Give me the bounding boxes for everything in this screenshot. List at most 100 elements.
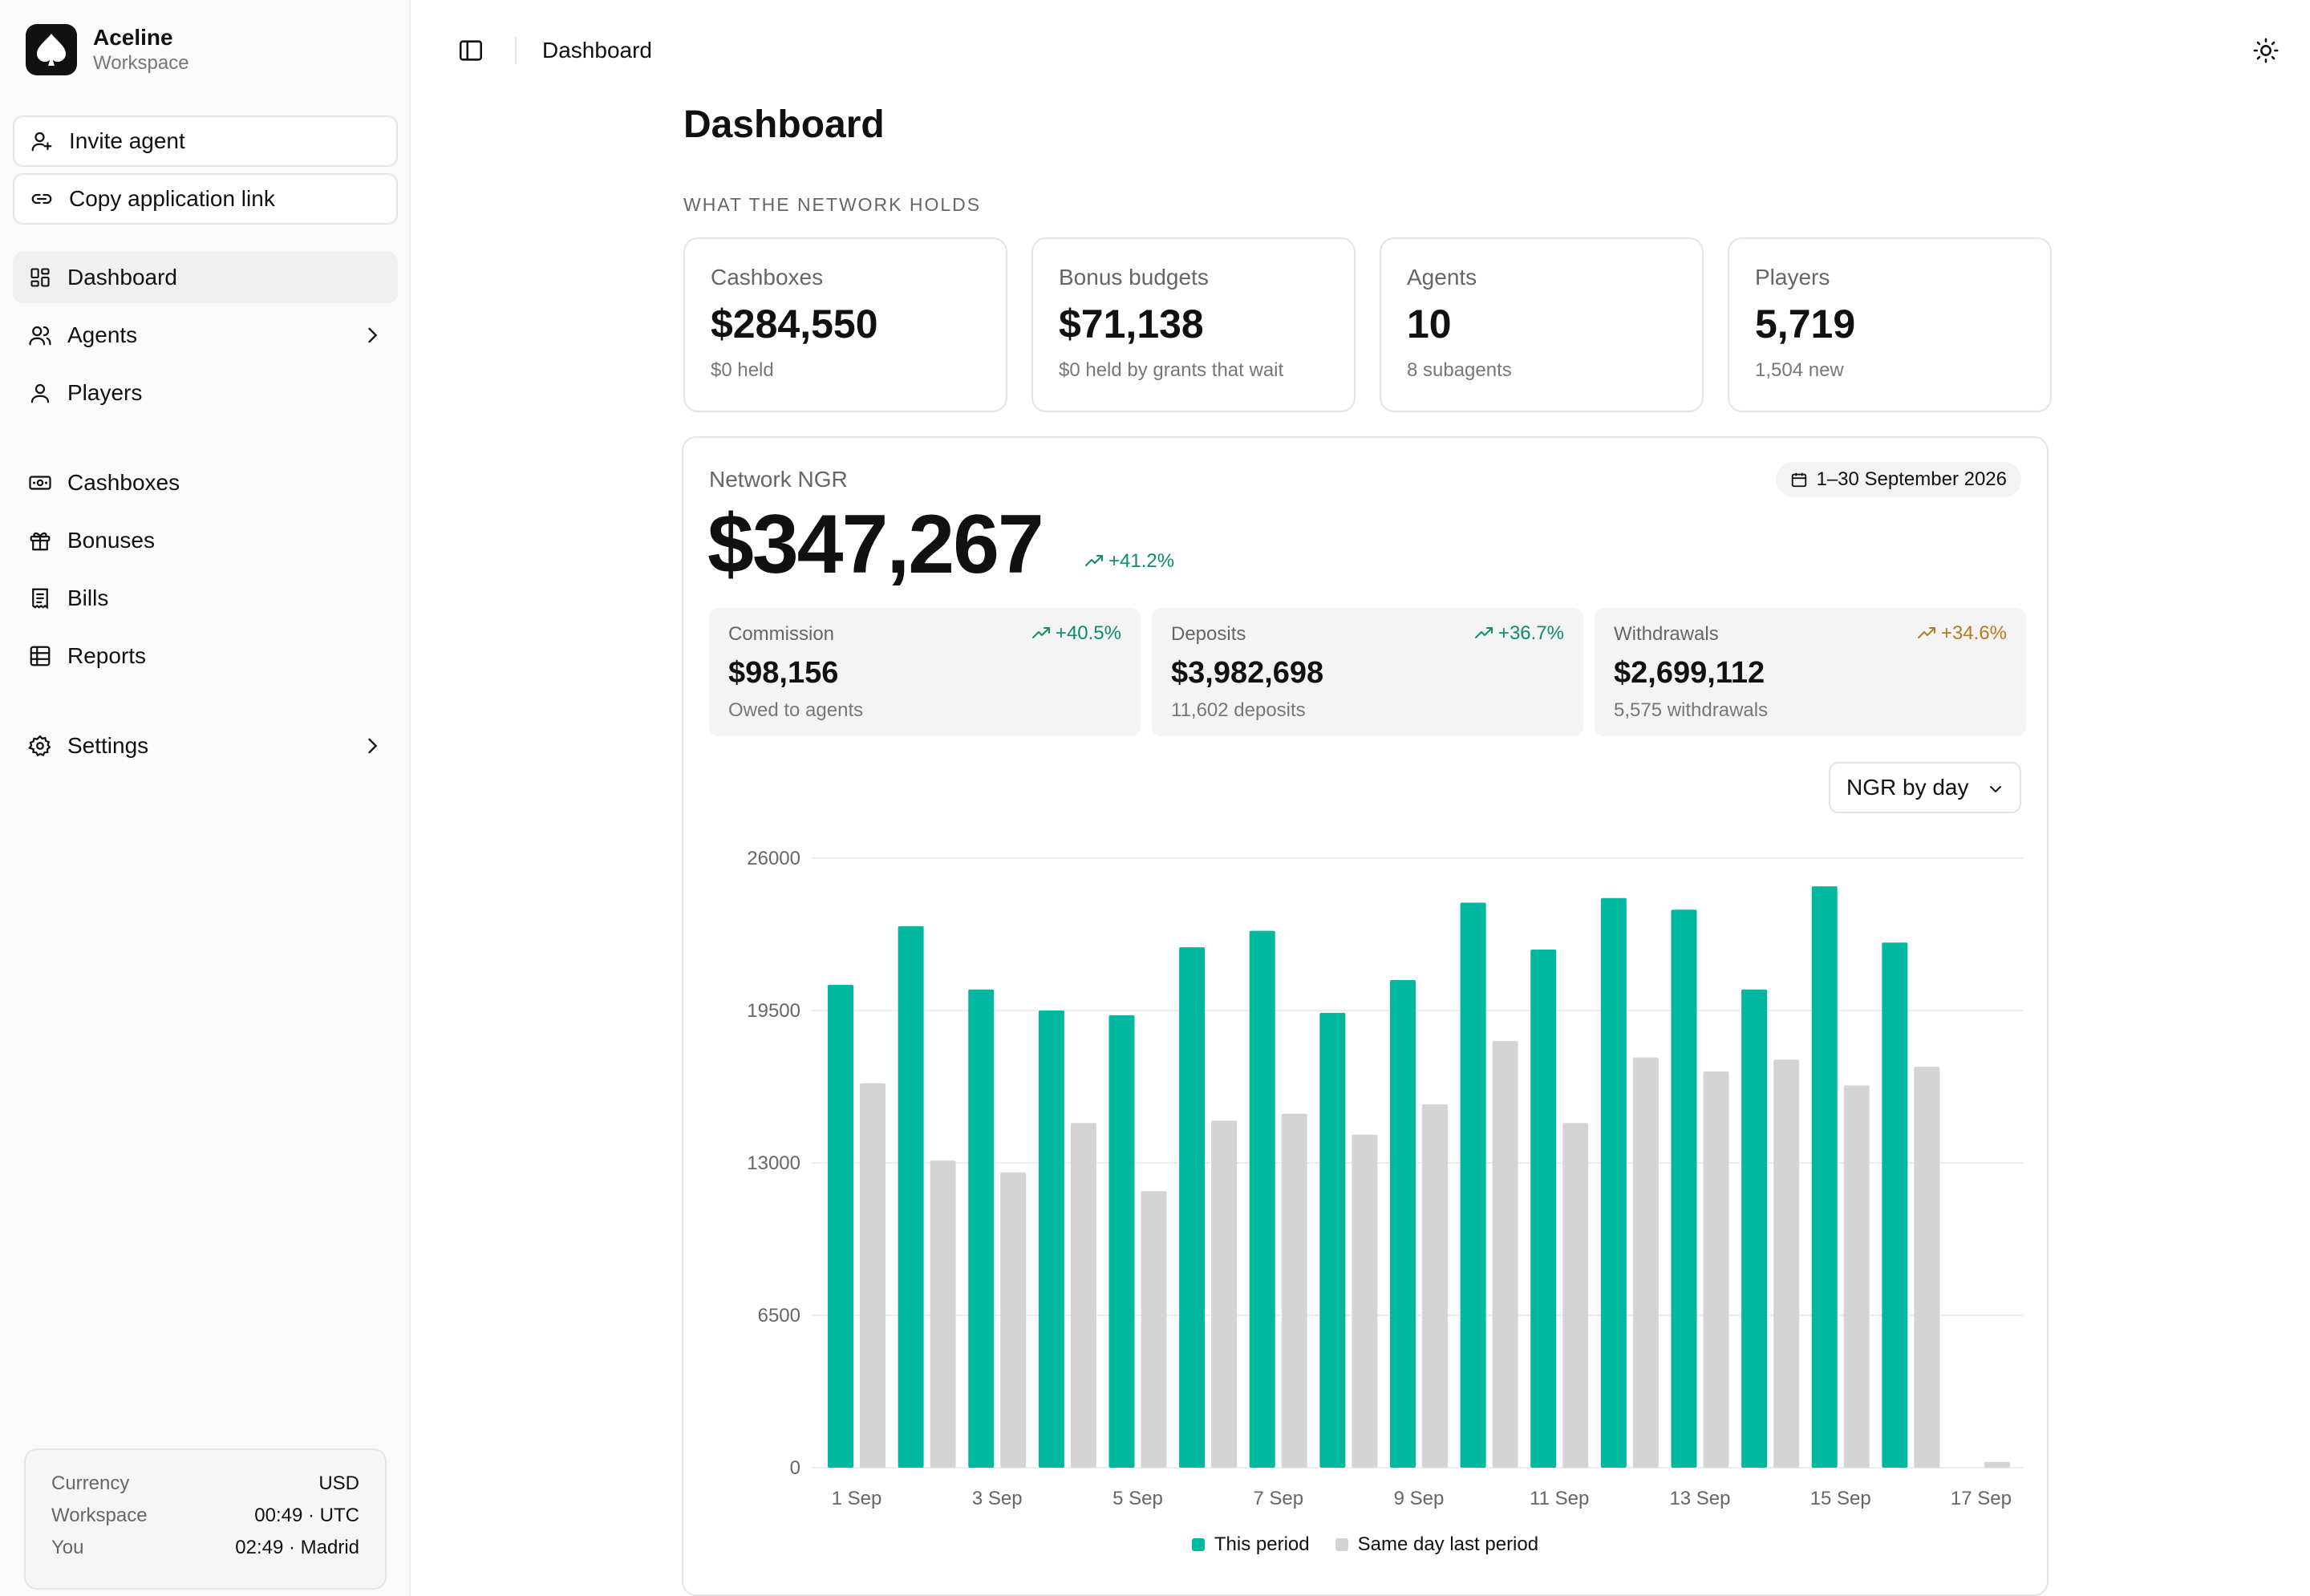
nav-label-settings: Settings [67,733,149,758]
bar-this-period [898,926,924,1468]
bar-last-period [1421,1104,1448,1468]
brand[interactable]: Aceline Workspace [26,24,189,75]
chevron-down-icon [1990,786,2001,793]
y-tick-label: 13000 [747,1152,800,1174]
x-tick-label: 15 Sep [1810,1488,1871,1509]
metric-card-withdrawals[interactable]: Withdrawals $2,699,112 5,575 withdrawals… [1595,608,2026,736]
kpi-sub: $0 held by grants that wait [1059,359,1284,381]
metric-value: $2,699,112 [1614,656,1765,690]
nav-item-reports[interactable]: Reports [13,630,398,682]
bar-this-period [1600,897,1627,1468]
nav-label-bills: Bills [67,585,109,610]
legend-label: This period [1214,1533,1310,1555]
table-icon [26,642,55,670]
nav-label-dashboard: Dashboard [67,265,177,290]
link-icon [27,184,56,213]
kpi-card-agents[interactable]: Agents 10 8 subagents [1380,237,1704,412]
legend-item-this-period[interactable]: This period [1191,1533,1310,1556]
bar-last-period [1703,1071,1729,1468]
bar-last-period [1773,1059,1800,1468]
nav-item-settings[interactable]: Settings [13,720,398,772]
nav-item-bills[interactable]: Bills [13,573,398,624]
page-title: Dashboard [683,103,885,146]
y-tick-label: 19500 [747,1000,800,1022]
metric-change: +34.6% [1917,622,2007,645]
bar-last-period [1352,1134,1378,1468]
receipt-icon [26,584,55,613]
copy-application-link-label: Copy application link [69,186,275,211]
kpi-card-players[interactable]: Players 5,719 1,504 new [1728,237,2052,412]
kpi-sub: $0 held [711,359,774,381]
metric-card-deposits[interactable]: Deposits $3,982,698 11,602 deposits +36.… [1152,608,1583,736]
nav-item-players[interactable]: Players [13,367,398,419]
chart-legend: This period Same day last period [683,1533,2047,1556]
user-icon [26,379,55,407]
metric-value: $98,156 [728,656,839,690]
copy-application-link-button[interactable]: Copy application link [13,173,398,225]
metric-label: Withdrawals [1614,623,1719,645]
date-range-picker[interactable]: 1–30 September 2026 [1776,462,2021,497]
bar-this-period [1671,909,1697,1468]
kpi-label: Agents [1407,265,1477,290]
nav-item-cashboxes[interactable]: Cashboxes [13,457,398,508]
legend-swatch [1335,1538,1348,1551]
sidebar: Aceline Workspace Invite agent Copy appl… [0,0,411,1596]
spade-logo-icon [26,24,77,75]
section-label: WHAT THE NETWORK HOLDS [683,194,982,215]
metric-sub: Owed to agents [728,699,864,721]
workspace-time-row: Workspace 00:49 · UTC [51,1500,359,1532]
bar-last-period [1141,1191,1167,1468]
bar-this-period [1811,886,1838,1468]
legend-label: Same day last period [1357,1533,1539,1555]
gear-icon [26,731,55,760]
x-tick-label: 13 Sep [1669,1488,1730,1509]
invite-agent-button[interactable]: Invite agent [13,115,398,167]
bar-last-period [1070,1123,1096,1468]
bar-this-period [1179,947,1206,1468]
currency-row: Currency USD [51,1468,359,1500]
nav-label-players: Players [67,380,143,405]
gift-icon [26,526,55,555]
metric-change: +40.5% [1031,622,1121,645]
bar-this-period [1249,930,1275,1468]
cash-icon [26,468,55,497]
x-tick-label: 11 Sep [1530,1488,1589,1509]
date-range-label: 1–30 September 2026 [1816,468,2007,490]
chevron-right-icon [368,738,378,754]
local-time-label: You [51,1537,84,1558]
workspace-time-label: Workspace [51,1505,148,1526]
nav-item-agents[interactable]: Agents [13,310,398,361]
x-tick-label: 5 Sep [1112,1488,1163,1509]
kpi-value: $284,550 [711,302,878,346]
kpi-label: Bonus budgets [1059,265,1209,290]
network-ngr-panel: Network NGR $347,267 +41.2% 1–30 Septemb… [682,436,2049,1596]
workspace-info-panel: Currency USD Workspace 00:49 · UTC You 0… [24,1448,387,1590]
currency-label: Currency [51,1472,130,1494]
invite-agent-label: Invite agent [69,128,185,153]
bar-this-period [1389,980,1416,1468]
sidebar-toggle-icon[interactable] [457,37,484,64]
nav-item-bonuses[interactable]: Bonuses [13,515,398,566]
nav-item-dashboard[interactable]: Dashboard [13,252,398,303]
chart-metric-select[interactable]: NGR by day [1829,762,2021,813]
chart-metric-select-value: NGR by day [1846,775,1969,800]
kpi-label: Cashboxes [711,265,824,290]
kpi-value: 10 [1407,302,1452,346]
dashboard-icon [26,263,55,292]
trend-up-icon [1474,627,1493,638]
legend-item-last-period[interactable]: Same day last period [1335,1533,1538,1556]
metric-card-commission[interactable]: Commission $98,156 Owed to agents +40.5% [709,608,1141,736]
trend-up-icon [1031,627,1050,638]
bar-last-period [1211,1120,1238,1468]
metric-value: $3,982,698 [1171,656,1324,690]
bar-this-period [1038,1011,1064,1468]
metric-sub: 11,602 deposits [1171,699,1306,721]
topbar-divider [515,37,517,64]
sun-icon[interactable] [2252,37,2280,64]
metric-change: +36.7% [1474,622,1564,645]
kpi-card-bonus-budgets[interactable]: Bonus budgets $71,138 $0 held by grants … [1031,237,1356,412]
kpi-value: 5,719 [1755,302,1856,346]
kpi-sub: 8 subagents [1407,359,1512,381]
kpi-card-cashboxes[interactable]: Cashboxes $284,550 $0 held [683,237,1007,412]
bar-last-period [1843,1085,1870,1468]
